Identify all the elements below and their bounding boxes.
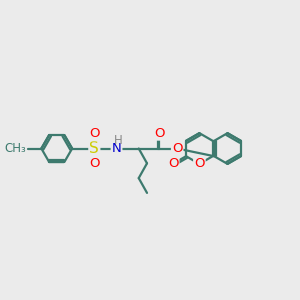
Text: O: O bbox=[89, 127, 100, 140]
Text: O: O bbox=[168, 157, 178, 170]
Text: S: S bbox=[89, 141, 99, 156]
Text: O: O bbox=[172, 142, 182, 155]
Text: CH₃: CH₃ bbox=[5, 142, 27, 155]
Text: N: N bbox=[112, 142, 122, 155]
Text: O: O bbox=[154, 127, 165, 140]
Text: O: O bbox=[89, 157, 100, 170]
Text: H: H bbox=[114, 134, 123, 147]
Text: O: O bbox=[194, 158, 205, 170]
